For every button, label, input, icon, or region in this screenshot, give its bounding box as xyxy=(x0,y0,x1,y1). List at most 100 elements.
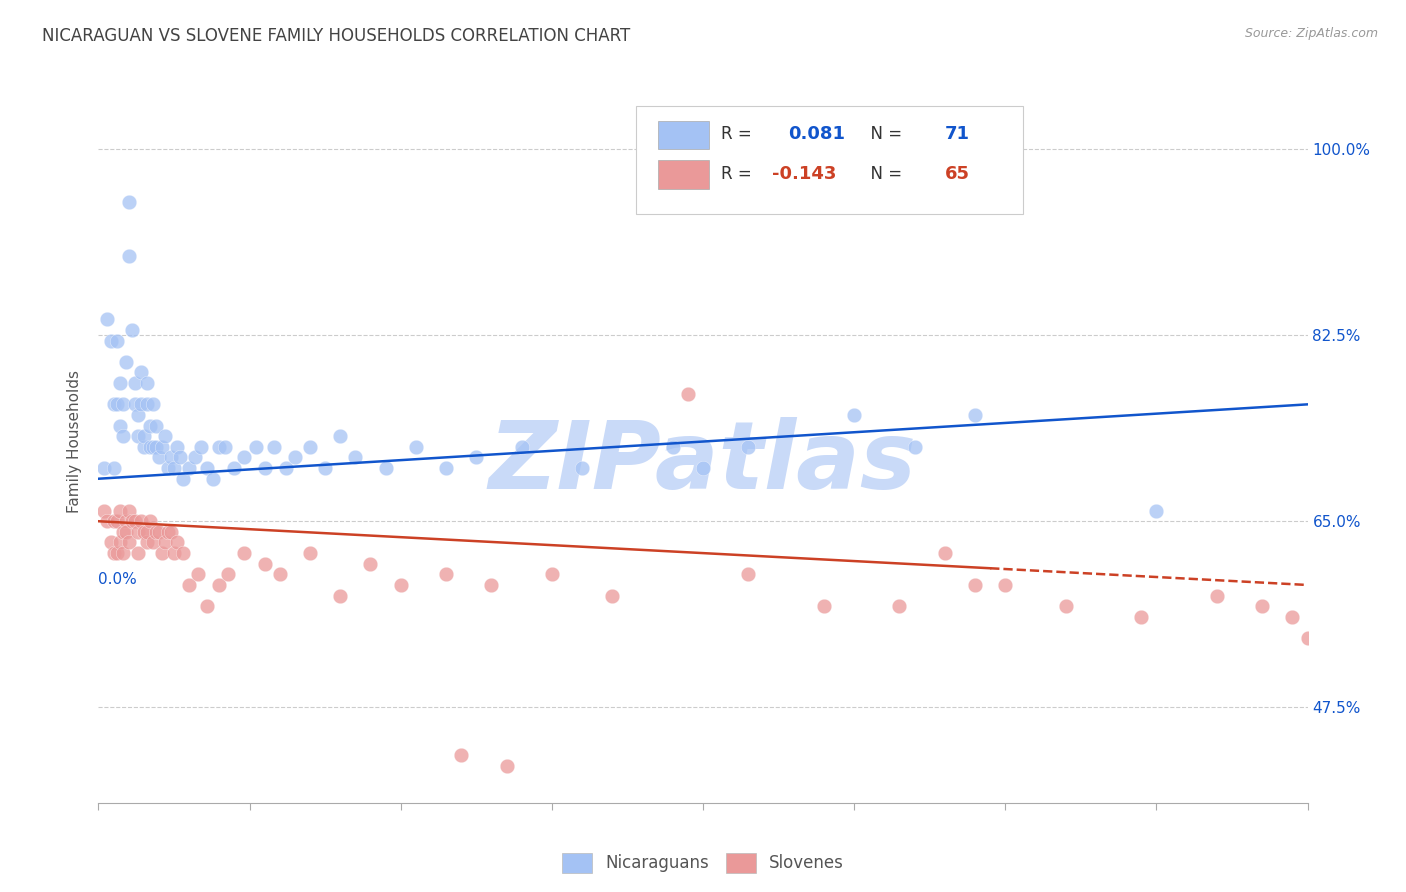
Point xyxy=(105,514,128,528)
Point xyxy=(190,440,212,454)
Point xyxy=(1054,599,1077,614)
Point xyxy=(127,408,149,422)
Point xyxy=(232,450,254,465)
Point xyxy=(344,450,367,465)
Point xyxy=(127,546,149,560)
Text: R =: R = xyxy=(721,126,758,144)
Text: 71: 71 xyxy=(945,126,970,144)
Point xyxy=(187,567,209,582)
Point xyxy=(214,440,236,454)
Point xyxy=(844,408,866,422)
Point xyxy=(118,503,141,517)
Point xyxy=(737,567,759,582)
Point xyxy=(269,567,291,582)
Point xyxy=(124,376,146,390)
Point xyxy=(405,440,427,454)
Text: R =: R = xyxy=(721,165,758,183)
Point xyxy=(108,376,131,390)
Point xyxy=(129,514,152,528)
Point xyxy=(139,440,162,454)
Text: N =: N = xyxy=(860,165,907,183)
Point xyxy=(127,429,149,443)
Point xyxy=(166,535,188,549)
Point xyxy=(274,461,297,475)
Point xyxy=(108,535,131,549)
Point xyxy=(105,397,128,411)
Text: -0.143: -0.143 xyxy=(772,165,837,183)
Point xyxy=(103,461,125,475)
Point xyxy=(1281,610,1303,624)
Point xyxy=(172,546,194,560)
Point xyxy=(156,461,179,475)
Point xyxy=(150,546,173,560)
Point xyxy=(150,440,173,454)
Point xyxy=(495,758,517,772)
Point xyxy=(142,397,165,411)
FancyBboxPatch shape xyxy=(637,105,1024,214)
Point xyxy=(676,386,699,401)
Point xyxy=(208,578,231,592)
Point xyxy=(105,546,128,560)
FancyBboxPatch shape xyxy=(658,120,709,149)
Point xyxy=(179,578,201,592)
Point xyxy=(1130,610,1153,624)
Point xyxy=(132,429,155,443)
Point xyxy=(132,440,155,454)
Point xyxy=(934,546,956,560)
Point xyxy=(195,599,218,614)
Point xyxy=(434,567,457,582)
FancyBboxPatch shape xyxy=(658,161,709,189)
Point xyxy=(160,524,183,539)
Point xyxy=(103,514,125,528)
Point xyxy=(103,546,125,560)
Point xyxy=(1296,631,1319,645)
Point xyxy=(169,450,191,465)
Point xyxy=(450,747,472,762)
Point xyxy=(965,408,987,422)
Point xyxy=(813,599,835,614)
Text: N =: N = xyxy=(860,126,907,144)
Point xyxy=(142,440,165,454)
Point xyxy=(224,461,246,475)
Point xyxy=(148,450,170,465)
Point xyxy=(114,514,136,528)
Point xyxy=(540,567,562,582)
Point xyxy=(163,461,186,475)
Text: 0.081: 0.081 xyxy=(787,126,845,144)
Point xyxy=(217,567,239,582)
Point xyxy=(103,397,125,411)
Point xyxy=(374,461,396,475)
Point xyxy=(124,514,146,528)
Point xyxy=(111,397,134,411)
Point xyxy=(232,546,254,560)
Text: ZIPatlas: ZIPatlas xyxy=(489,417,917,509)
Point xyxy=(127,524,149,539)
Point xyxy=(434,461,457,475)
Point xyxy=(145,440,167,454)
Point xyxy=(132,524,155,539)
Point xyxy=(96,312,118,326)
Text: NICARAGUAN VS SLOVENE FAMILY HOUSEHOLDS CORRELATION CHART: NICARAGUAN VS SLOVENE FAMILY HOUSEHOLDS … xyxy=(42,27,630,45)
Point xyxy=(172,472,194,486)
Point xyxy=(163,546,186,560)
Point xyxy=(121,514,143,528)
Point xyxy=(208,440,231,454)
Point xyxy=(263,440,285,454)
Point xyxy=(118,535,141,549)
Point xyxy=(179,461,201,475)
Point xyxy=(114,355,136,369)
Point xyxy=(1251,599,1274,614)
Point xyxy=(510,440,533,454)
Point xyxy=(100,334,122,348)
Point xyxy=(994,578,1017,592)
Point xyxy=(284,450,307,465)
Point xyxy=(314,461,336,475)
Point xyxy=(360,557,382,571)
Point xyxy=(1144,503,1167,517)
Point xyxy=(145,418,167,433)
Point xyxy=(329,589,352,603)
Point xyxy=(202,472,225,486)
Point xyxy=(253,461,276,475)
Point xyxy=(148,524,170,539)
Point xyxy=(129,397,152,411)
